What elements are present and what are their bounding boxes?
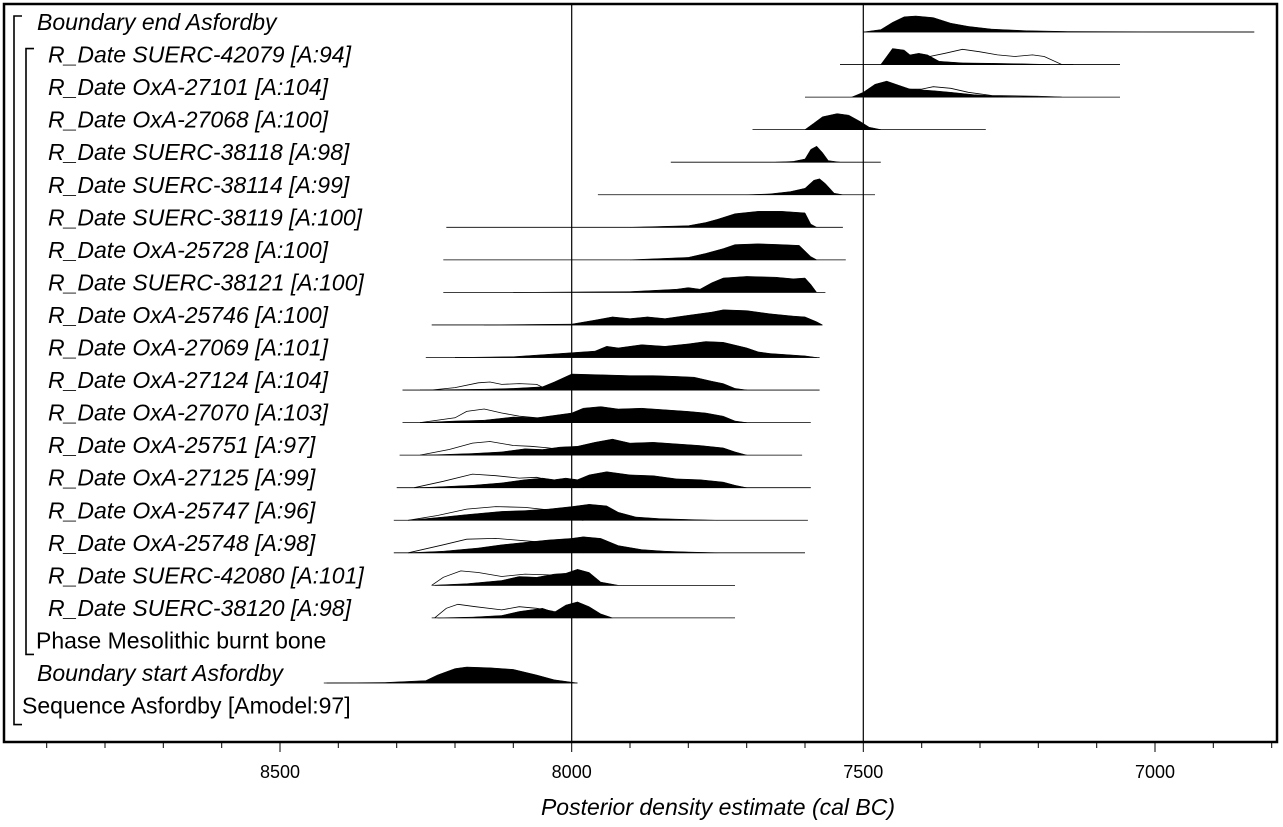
posterior-distribution [408, 536, 718, 554]
row-label: R_Date OxA-25748 [A:98] [48, 530, 316, 556]
x-axis-title: Posterior density estimate (cal BC) [541, 794, 895, 820]
row-label: Boundary end Asfordby [37, 9, 278, 35]
row-label: R_Date SUERC-38114 [A:99] [48, 172, 350, 198]
plot-frame [2, 2, 1279, 744]
row-label: R_Date SUERC-38121 [A:100] [48, 269, 364, 295]
structure-brackets [13, 15, 34, 726]
posterior-distribution [629, 211, 817, 228]
posterior-distribution [419, 373, 747, 391]
posterior-distribution [326, 666, 578, 684]
row-label: R_Date OxA-27101 [A:104] [48, 74, 329, 100]
posterior-distribution [513, 276, 818, 293]
posterior-distribution [863, 15, 1255, 33]
row-label: Boundary start Asfordby [37, 660, 284, 686]
tick-label: 8000 [552, 762, 592, 782]
row-label: R_Date OxA-25746 [A:100] [48, 302, 329, 328]
row-label: R_Date OxA-25747 [A:96] [48, 497, 316, 523]
row-label: Sequence Asfordby [Amodel:97] [22, 693, 351, 719]
row-label: R_Date OxA-27069 [A:101] [48, 335, 329, 361]
posterior-distribution [880, 48, 1051, 65]
row-label: R_Date SUERC-42079 [A:94] [48, 42, 352, 68]
row-label: R_Date OxA-27070 [A:103] [48, 400, 329, 426]
posterior-distribution [425, 438, 747, 456]
x-axis: 8500 8000 7500 7000 [46, 742, 1273, 782]
row-label: R_Date OxA-27068 [A:100] [48, 107, 329, 133]
reference-lines [571, 4, 864, 742]
row-label: R_Date OxA-27124 [A:104] [48, 367, 329, 393]
posterior-distribution [629, 243, 817, 261]
row-label: R_Date SUERC-38119 [A:100] [48, 204, 363, 230]
posterior-distribution [419, 406, 747, 423]
posterior-distribution [437, 601, 613, 619]
posterior-distribution [804, 113, 882, 130]
tick-label: 7000 [1135, 762, 1175, 782]
row-label: R_Date OxA-25751 [A:97] [48, 432, 316, 458]
posterior-distribution [408, 504, 718, 521]
row-label: R_Date OxA-25728 [A:100] [48, 237, 329, 263]
posterior-distribution [419, 471, 747, 488]
posterior-distribution [851, 80, 1039, 98]
sequence-bracket [13, 15, 22, 726]
row-label: R_Date OxA-27125 [A:99] [48, 465, 316, 491]
phase-bracket [25, 47, 34, 656]
posterior-distribution [454, 341, 817, 358]
row-labels: Boundary end Asfordby R_Date SUERC-42079 … [22, 9, 364, 719]
distributions [323, 15, 1255, 684]
posterior-distribution [483, 309, 823, 326]
tick-label: 7500 [843, 762, 883, 782]
row-label: R_Date SUERC-38118 [A:98] [48, 139, 350, 165]
row-label: R_Date SUERC-42080 [A:101] [48, 562, 364, 588]
row-label: R_Date SUERC-38120 [A:98] [48, 595, 352, 621]
row-label: Phase Mesolithic burnt bone [36, 627, 326, 653]
posterior-distribution [746, 178, 844, 196]
tick-label: 8500 [260, 762, 300, 782]
posterior-distribution [775, 145, 841, 163]
